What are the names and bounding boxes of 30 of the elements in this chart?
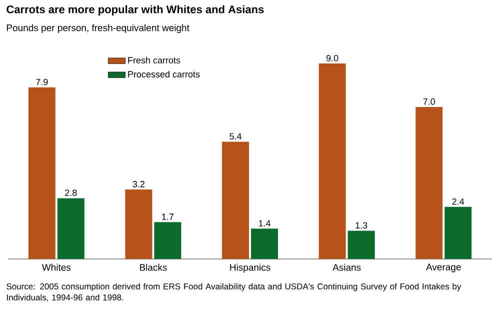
data-label: 3.2 — [132, 180, 144, 188]
x-tick-label: Blacks — [140, 264, 167, 271]
bar — [28, 87, 56, 259]
bar — [125, 190, 152, 259]
x-tick-label: Asians — [332, 264, 361, 271]
x-tick-label: Average — [426, 264, 461, 272]
x-tick-label: Hispanics — [230, 264, 270, 273]
data-label: 7.9 — [36, 78, 48, 86]
data-label: 1.4 — [258, 220, 270, 226]
bar — [154, 222, 182, 259]
chart-subtitle: Pounds per person, fresh-equivalent weight — [6, 24, 190, 34]
chart-title: Carrots are more popular with Whites and Asians — [6, 5, 264, 16]
bar — [318, 64, 346, 259]
bar — [57, 198, 84, 259]
legend-label: Fresh carrots — [128, 56, 180, 64]
bar — [444, 206, 472, 259]
bar — [348, 230, 375, 259]
data-label: 2.8 — [65, 190, 77, 196]
data-label: 1.3 — [356, 222, 368, 229]
data-label: 5.4 — [230, 133, 242, 140]
source-note: Source: 2005 consumption derived from ERS Food Availability data and USDA's Continuing Survey of Food Intakes by Individuals, 1994-96 and 1998. — [6, 283, 462, 302]
data-label: 2.4 — [452, 198, 464, 205]
data-label: 9.0 — [326, 54, 338, 62]
x-tick-label: Whites — [42, 264, 71, 271]
data-label: 7.0 — [423, 98, 436, 105]
bar — [251, 228, 278, 259]
legend-label: Processed carrots — [128, 70, 200, 78]
bar — [222, 142, 249, 259]
data-label: 1.7 — [162, 214, 174, 220]
bar — [416, 106, 443, 259]
